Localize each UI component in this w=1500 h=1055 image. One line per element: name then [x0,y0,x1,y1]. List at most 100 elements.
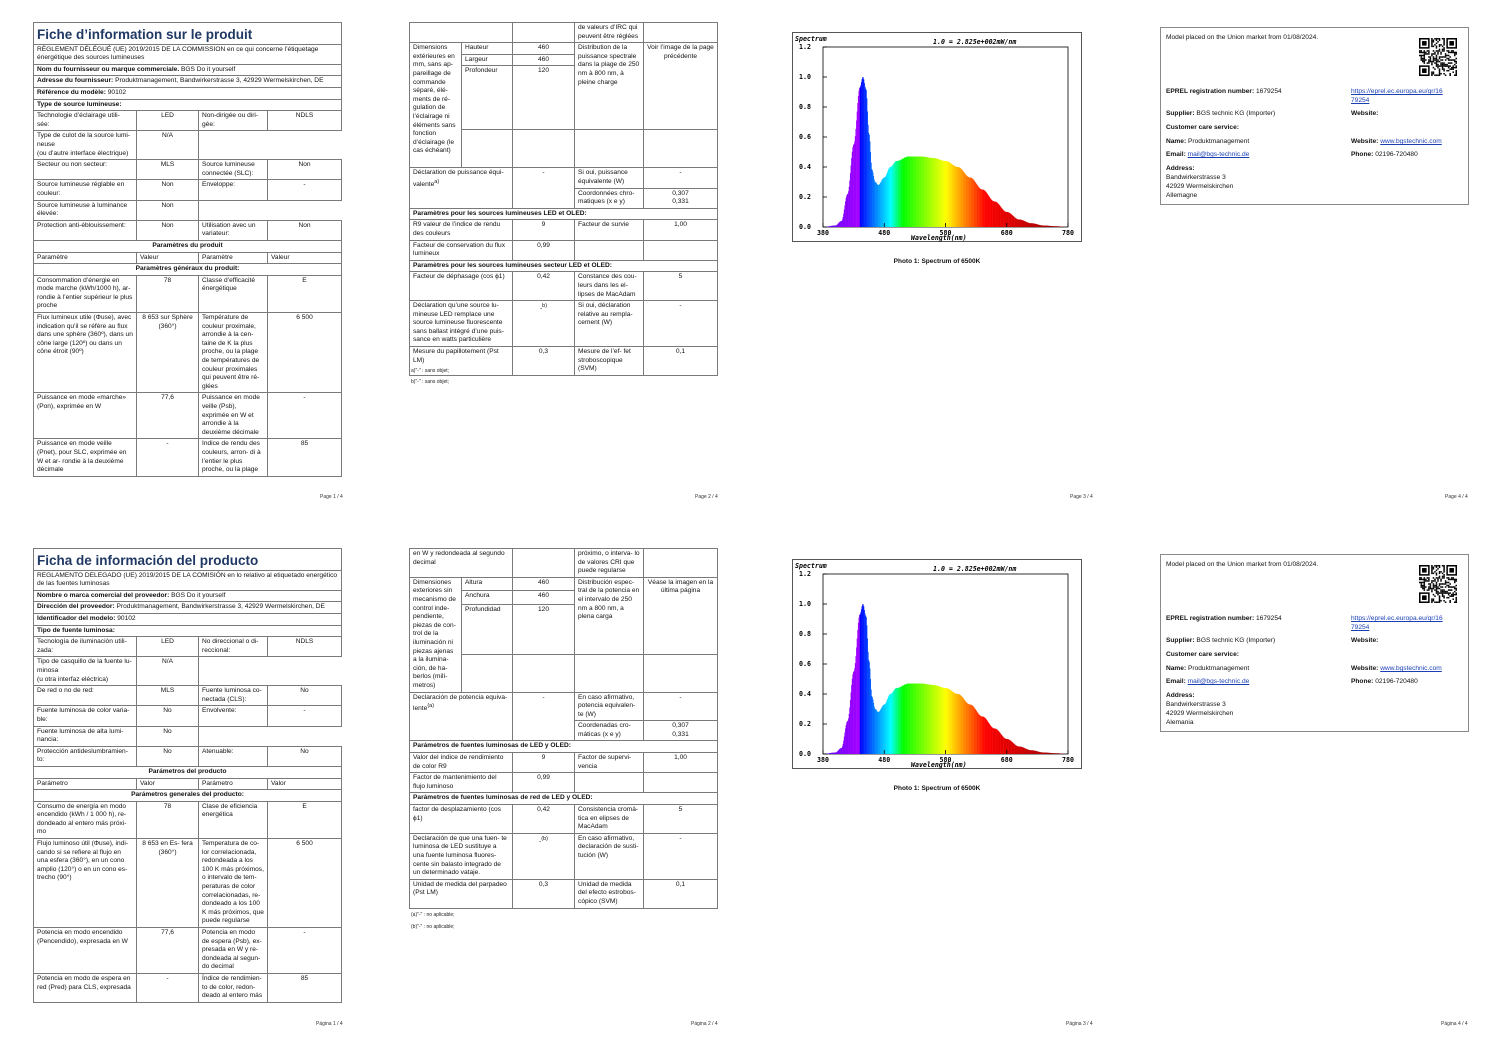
spectrum-bin [857,622,859,754]
spectrum-bin [1054,226,1056,227]
y-tick-label: 0.6 [799,660,811,668]
spectrum-bin [1021,219,1023,227]
qr-module [1440,51,1442,54]
spectrum-bin [982,716,984,754]
spectrum-bin [884,703,886,754]
spectrum-bin [849,180,851,227]
email-link[interactable]: mail@bgs-technic.de [1187,678,1250,685]
spectrum-bin [878,711,880,754]
spectrum-bin [993,201,995,227]
qr-module [1441,68,1444,70]
eprel-box: Model placed on the Union market from 01… [1160,554,1469,732]
spectrum-bin [1000,207,1002,227]
spectrum-bin [828,753,830,754]
qr-module [1447,578,1450,581]
spectrum-bin [1028,222,1030,227]
spectrum-bin [830,752,832,754]
spectrum-bin [842,217,844,227]
spectrum-bin [834,752,835,754]
spectrum-bin [943,160,944,227]
qr-module [1443,583,1445,585]
spectrum-bin [936,685,938,754]
spectrum-bin [958,694,960,754]
spectrum-bin [916,683,917,754]
spectrum-bin [835,225,837,227]
spectrum-bin [1004,738,1006,754]
website-link[interactable]: www.bgstechnic.com [1380,138,1442,145]
spectrum-bin [1037,224,1039,227]
spectrum-bin [848,186,850,227]
y-tick-label: 0.0 [799,750,811,758]
spectrum-bin [1019,219,1021,227]
spectrum-bin [1020,746,1022,754]
spectrum-bin [998,204,1000,227]
spectrum-bin [888,695,890,754]
eprel-link[interactable]: https://eprel.ec.europa.eu/qr/16 [1351,615,1443,622]
spectrum-bin [1010,740,1012,754]
qr-module [1435,590,1438,593]
qr-module [1437,41,1439,43]
qr-module [1447,586,1450,588]
qr-module [1443,48,1445,51]
spectrum-bin [949,689,951,754]
qr-module [1431,54,1433,57]
spectrum-bin [855,655,857,754]
chart-scale-note: 1.0 = 2.825e+002mW/nm [933,38,1017,46]
eprel-link[interactable]: https://eprel.ec.europa.eu/qr/16 [1351,88,1443,95]
spectrum-bin [1002,736,1004,754]
qr-module [1447,66,1450,69]
spectrum-bin [835,752,837,754]
qr-module [1434,51,1436,54]
spectrum-bin [949,689,951,754]
spectrum-bin [864,610,865,754]
qr-module [1428,59,1430,61]
qr-module [1449,568,1454,573]
qr-module [1441,589,1444,591]
qr-module [1443,62,1445,64]
spectrum-bin [900,159,902,227]
spectrum-bin [892,165,894,227]
spectrum-bin [936,685,938,754]
qr-module [1452,51,1454,54]
eprel-link-2[interactable]: 79254 [1351,624,1370,631]
spectrum-bin [1011,741,1012,754]
qr-code-icon[interactable] [1419,38,1457,76]
qr-module [1453,60,1456,63]
qr-module [1449,592,1451,594]
qr-module [1452,50,1454,52]
spectrum-bin [984,190,986,227]
spectrum-bin [946,688,948,754]
qr-module [1438,72,1441,75]
qr-module [1444,601,1447,603]
qr-module [1453,54,1456,57]
spectrum-bin [829,226,831,227]
spectrum-bin [925,683,927,754]
spectrum-bin [950,690,952,754]
website-link[interactable]: www.bgstechnic.com [1380,665,1442,672]
qr-module [1443,566,1445,569]
spectrum-bin [1050,225,1052,227]
spectrum-bin [987,722,989,754]
qr-module [1435,601,1438,603]
spectrum-bin [922,156,924,227]
spectrum-bin [1011,214,1013,227]
y-tick-label: 0.2 [799,193,811,201]
spectrum-bin [980,716,982,754]
spectrum-bin [887,698,889,754]
spectrum-bin [1037,751,1039,754]
spectrum-bin [1004,738,1006,754]
qr-module [1431,71,1433,73]
qr-module [1420,56,1423,58]
qr-module [1423,584,1426,587]
eprel-link-2[interactable]: 79254 [1351,97,1370,104]
spectrum-bin [1020,219,1022,227]
qr-module [1444,53,1447,55]
qr-module [1455,598,1457,600]
spectrum-bin [900,686,902,754]
spectrum-bin [902,685,903,754]
qr-code-icon[interactable] [1419,565,1457,603]
email-link[interactable]: mail@bgs-technic.de [1187,151,1250,158]
spectrum-bin [1049,225,1051,227]
spectrum-bin [987,194,989,227]
eprel-box: Model placed on the Union market from 01… [1160,27,1469,205]
